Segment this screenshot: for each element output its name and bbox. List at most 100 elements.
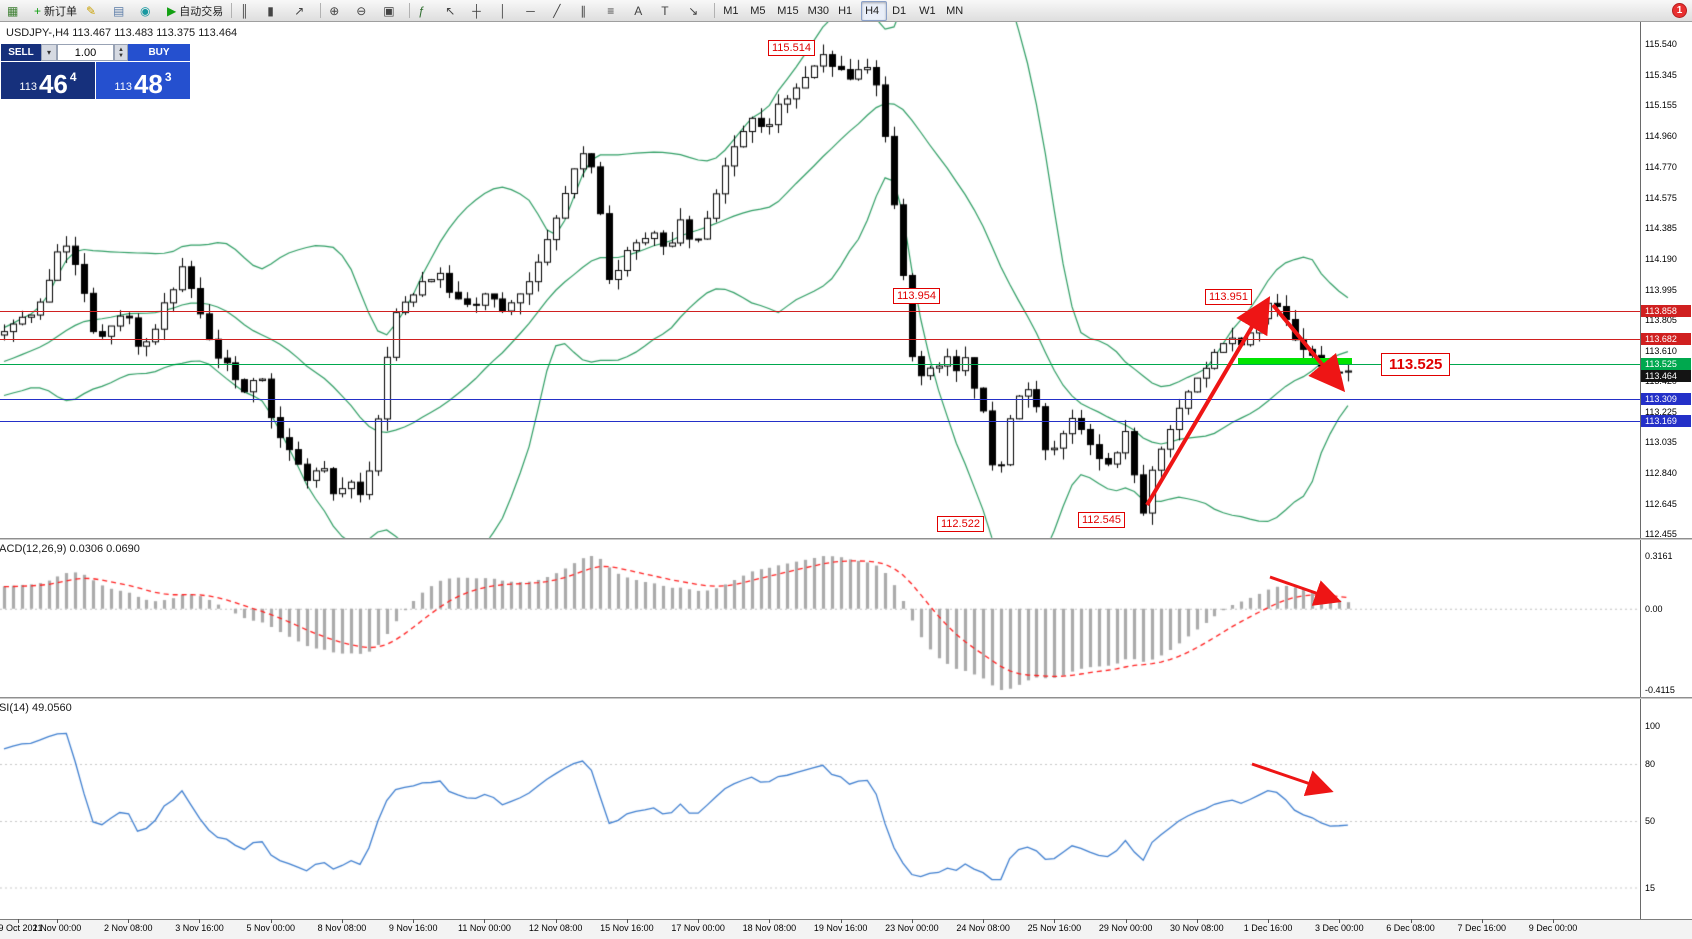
buy-price-sup: 3 (164, 70, 172, 84)
sell-button[interactable]: 113 46 4 (1, 62, 95, 99)
horizontal-line-button[interactable]: ─ (522, 1, 548, 21)
timeframe-m5-label: M5 (750, 4, 766, 17)
arrow-up-icon[interactable]: ▲ (118, 46, 124, 53)
notification-badge[interactable]: 1 (1672, 3, 1687, 18)
price-scale-label: 113.225 (1645, 406, 1677, 417)
fibonacci-button[interactable]: ≡ (603, 1, 629, 21)
label-button[interactable]: T (657, 1, 683, 21)
candlestick-button[interactable]: ▮ (263, 1, 289, 21)
timeframe-m1-button[interactable]: M1 (719, 1, 745, 21)
time-axis-label: 9 Dec 00:00 (1528, 923, 1578, 933)
timeframe-h4-button[interactable]: H4 (861, 0, 888, 21)
new-chart-icon: ▦ (7, 3, 19, 18)
time-axis-label: 2 Nov 08:00 (103, 923, 153, 933)
timeframe-mn-button[interactable]: MN (942, 1, 968, 21)
horizontal-line-113-682[interactable] (0, 339, 1640, 341)
bar-chart-button[interactable]: ║ (236, 1, 262, 21)
line-chart-button[interactable]: ↗ (290, 1, 316, 21)
time-axis-label: 12 Nov 08:00 (528, 923, 583, 933)
price-tag-113-464: 113.464 (1641, 370, 1691, 383)
metaeditor-button[interactable]: ✎ (82, 1, 108, 21)
horizontal-line-113-525[interactable] (0, 364, 1640, 366)
trendline-button[interactable]: ╱ (549, 1, 575, 21)
cursor-button[interactable]: ↖ (441, 1, 467, 21)
macd-panel-splitter[interactable] (0, 538, 1692, 540)
time-axis-tick (18, 919, 19, 923)
timeframe-m30-button[interactable]: M30 (804, 1, 833, 21)
text-button[interactable]: A (630, 1, 656, 21)
price-scale-label: 113.995 (1645, 284, 1677, 295)
timeframe-w1-label: W1 (919, 4, 936, 17)
horizontal-line-113-169[interactable] (0, 420, 1640, 422)
time-axis-label: 11 Nov 00:00 (458, 923, 511, 933)
timeframe-m15-button[interactable]: M15 (773, 1, 802, 21)
sell-price-sup: 4 (69, 70, 77, 84)
channel-button[interactable]: ∥ (576, 1, 602, 21)
price-scale-label: 113.610 (1645, 345, 1677, 356)
price-scale-label: 114.770 (1645, 161, 1677, 172)
price-scale-label: 115.155 (1645, 100, 1677, 111)
zoom-in-button[interactable]: ⊕ (325, 1, 351, 21)
tile-windows-icon: ▣ (383, 3, 395, 18)
time-axis-label: 1 Nov 00:00 (32, 923, 82, 933)
tile-windows-button[interactable]: ▣ (379, 1, 405, 21)
timeframe-m5-button[interactable]: M5 (746, 1, 772, 21)
price-scale-label: 115.345 (1645, 70, 1677, 81)
price-scale-label: 115.540 (1645, 39, 1677, 50)
new-chart-button[interactable]: ▦ (3, 1, 29, 21)
timeframe-h1-button[interactable]: H1 (834, 1, 860, 21)
time-axis-label: 8 Nov 08:00 (317, 923, 367, 933)
crosshair-button[interactable]: ┼ (468, 1, 494, 21)
buy-price-main: 48 (133, 69, 163, 99)
horizontal-line-113-858[interactable] (0, 311, 1640, 313)
arrow-down-icon[interactable]: ▼ (118, 52, 124, 59)
time-axis-tick (1553, 919, 1555, 923)
time-axis-tick (484, 919, 486, 923)
trendline-icon: ╱ (553, 3, 561, 18)
volume-input[interactable]: 1.00 (57, 44, 114, 61)
fibonacci-icon: ≡ (607, 3, 615, 18)
new-order-button[interactable]: + 新订单 (30, 1, 81, 21)
timeframe-w1-button[interactable]: W1 (915, 1, 941, 21)
rsi-panel-splitter[interactable] (0, 697, 1692, 699)
arrows-icon: ↘ (688, 3, 699, 18)
time-axis-tick (1125, 919, 1127, 923)
print-button[interactable]: ▤ (109, 1, 135, 21)
toolbar-separator (320, 3, 322, 18)
order-options-dropdown[interactable]: ▾ (41, 44, 57, 61)
buy-label[interactable]: BUY (128, 44, 190, 61)
help-button[interactable]: ◉ (136, 1, 162, 21)
toolbar-separator (409, 3, 411, 18)
timeframe-d1-button[interactable]: D1 (888, 1, 914, 21)
price-annotation-112-545[interactable]: 112.545 (1078, 511, 1125, 528)
time-axis-tick (1268, 919, 1270, 923)
price-annotation-113-954[interactable]: 113.954 (893, 288, 940, 305)
time-axis-label: 30 Nov 08:00 (1170, 923, 1224, 933)
vertical-line-button[interactable]: │ (495, 1, 521, 21)
price-annotation-112-522[interactable]: 112.522 (937, 515, 984, 532)
buy-button[interactable]: 113 48 3 (96, 62, 190, 99)
time-axis-tick (1410, 919, 1412, 923)
zoom-out-button[interactable]: ⊖ (352, 1, 378, 21)
price-chart-canvas[interactable] (0, 22, 1692, 919)
price-scale-label: 114.385 (1645, 222, 1677, 233)
horizontal-line-113-309[interactable] (0, 398, 1640, 400)
price-annotation-113-525[interactable]: 113.525 (1381, 353, 1451, 377)
auto-trading-button[interactable]: ▶ 自动交易 (163, 1, 227, 21)
price-axis (1640, 22, 1692, 919)
time-axis-label: 7 Dec 16:00 (1457, 923, 1507, 933)
price-annotation-115-514[interactable]: 115.514 (768, 40, 815, 57)
sell-label[interactable]: SELL (1, 44, 41, 61)
time-axis-tick (840, 919, 842, 923)
sell-price-main: 46 (38, 69, 68, 99)
indicators-button[interactable]: ƒ (414, 1, 440, 21)
auto-trading-label: 自动交易 (179, 5, 224, 18)
timeframe-d1-label: D1 (892, 4, 907, 17)
arrows-button[interactable]: ↘ (684, 1, 710, 21)
metaeditor-icon: ✎ (86, 3, 97, 18)
support-line-segment[interactable] (1238, 358, 1352, 365)
price-annotation-113-951[interactable]: 113.951 (1205, 288, 1252, 305)
channel-icon: ∥ (580, 3, 587, 18)
volume-stepper[interactable]: ▲ ▼ (114, 44, 128, 61)
